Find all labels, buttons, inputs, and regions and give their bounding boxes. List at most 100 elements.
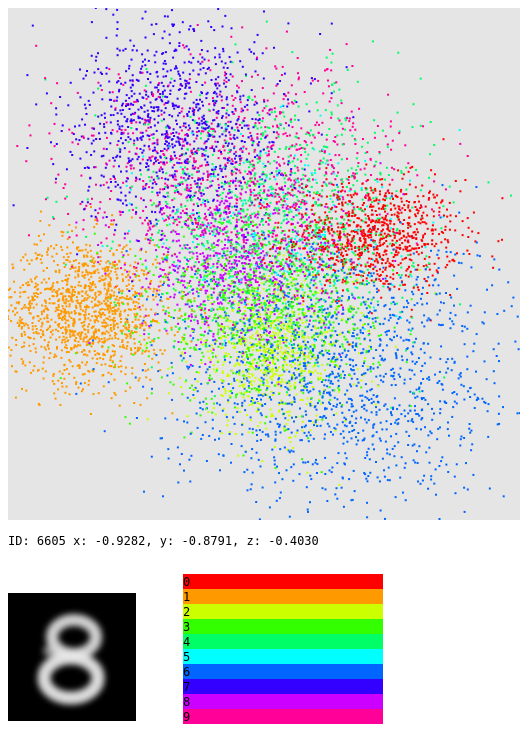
scatter-point-8[interactable] xyxy=(220,323,223,326)
scatter-point-6[interactable] xyxy=(372,426,375,429)
scatter-point-6[interactable] xyxy=(240,381,243,384)
scatter-point-2[interactable] xyxy=(317,376,320,379)
scatter-point-7[interactable] xyxy=(115,34,118,37)
scatter-point-1[interactable] xyxy=(113,345,115,347)
scatter-point-9[interactable] xyxy=(236,84,239,87)
scatter-point-6[interactable] xyxy=(314,421,317,424)
scatter-point-3[interactable] xyxy=(253,269,256,272)
scatter-point-1[interactable] xyxy=(145,376,148,379)
scatter-point-9[interactable] xyxy=(147,223,150,226)
scatter-point-6[interactable] xyxy=(351,369,354,372)
scatter-point-9[interactable] xyxy=(230,158,233,161)
scatter-point-6[interactable] xyxy=(296,429,299,432)
scatter-point-7[interactable] xyxy=(203,121,206,124)
scatter-point-1[interactable] xyxy=(48,302,51,305)
scatter-point-6[interactable] xyxy=(347,397,350,400)
scatter-point-1[interactable] xyxy=(66,347,68,350)
scatter-point-3[interactable] xyxy=(288,320,291,323)
scatter-point-4[interactable] xyxy=(244,199,247,202)
scatter-point-4[interactable] xyxy=(272,240,275,243)
scatter-point-9[interactable] xyxy=(404,144,407,147)
scatter-point-6[interactable] xyxy=(433,412,435,415)
scatter-point-8[interactable] xyxy=(204,363,207,366)
scatter-point-4[interactable] xyxy=(294,135,297,138)
scatter-point-4[interactable] xyxy=(361,145,364,148)
scatter-point-0[interactable] xyxy=(350,248,353,251)
scatter-point-3[interactable] xyxy=(189,299,192,302)
scatter-point-7[interactable] xyxy=(146,159,149,162)
scatter-point-2[interactable] xyxy=(256,317,259,320)
scatter-point-6[interactable] xyxy=(352,369,355,372)
scatter-point-9[interactable] xyxy=(177,182,180,185)
scatter-point-2[interactable] xyxy=(243,391,246,394)
scatter-point-9[interactable] xyxy=(282,204,285,206)
scatter-point-1[interactable] xyxy=(55,252,58,255)
scatter-point-5[interactable] xyxy=(213,166,216,169)
scatter-point-3[interactable] xyxy=(260,301,263,304)
scatter-point-4[interactable] xyxy=(254,244,257,247)
scatter-point-3[interactable] xyxy=(297,274,300,277)
scatter-point-8[interactable] xyxy=(212,308,215,311)
scatter-point-0[interactable] xyxy=(279,246,282,249)
scatter-point-8[interactable] xyxy=(294,181,297,184)
scatter-point-1[interactable] xyxy=(27,296,30,299)
scatter-point-3[interactable] xyxy=(250,313,253,316)
scatter-point-0[interactable] xyxy=(367,193,370,195)
scatter-point-7[interactable] xyxy=(258,118,261,121)
scatter-point-2[interactable] xyxy=(265,327,268,330)
scatter-point-2[interactable] xyxy=(221,317,224,320)
scatter-point-3[interactable] xyxy=(223,289,225,292)
scatter-point-4[interactable] xyxy=(240,245,243,248)
scatter-point-2[interactable] xyxy=(284,357,287,360)
scatter-point-1[interactable] xyxy=(82,340,85,343)
scatter-point-0[interactable] xyxy=(411,247,414,250)
scatter-point-8[interactable] xyxy=(379,162,382,165)
scatter-point-1[interactable] xyxy=(97,320,100,323)
scatter-point-1[interactable] xyxy=(106,338,109,341)
scatter-point-6[interactable] xyxy=(341,295,344,297)
scatter-point-3[interactable] xyxy=(265,389,268,391)
scatter-point-4[interactable] xyxy=(426,266,429,268)
scatter-point-8[interactable] xyxy=(245,303,248,306)
scatter-point-1[interactable] xyxy=(66,280,69,283)
scatter-plot-canvas[interactable] xyxy=(8,8,520,520)
scatter-point-6[interactable] xyxy=(365,283,368,286)
scatter-point-8[interactable] xyxy=(168,206,171,209)
scatter-point-3[interactable] xyxy=(141,349,144,352)
scatter-point-6[interactable] xyxy=(308,419,311,422)
scatter-point-8[interactable] xyxy=(141,286,144,289)
scatter-point-8[interactable] xyxy=(267,189,270,192)
scatter-point-6[interactable] xyxy=(261,430,264,433)
scatter-point-4[interactable] xyxy=(194,261,197,264)
scatter-point-8[interactable] xyxy=(144,259,147,262)
scatter-point-3[interactable] xyxy=(183,337,186,339)
scatter-point-1[interactable] xyxy=(119,359,122,362)
scatter-point-7[interactable] xyxy=(214,102,217,104)
scatter-point-6[interactable] xyxy=(199,407,202,409)
scatter-point-6[interactable] xyxy=(390,195,393,198)
scatter-point-4[interactable] xyxy=(375,160,378,163)
scatter-point-6[interactable] xyxy=(316,463,319,465)
scatter-point-8[interactable] xyxy=(161,229,164,232)
scatter-point-8[interactable] xyxy=(183,244,186,247)
scatter-point-8[interactable] xyxy=(172,264,175,267)
scatter-point-6[interactable] xyxy=(427,434,430,437)
scatter-point-0[interactable] xyxy=(416,195,419,198)
scatter-point-5[interactable] xyxy=(243,251,246,254)
scatter-point-0[interactable] xyxy=(406,222,409,224)
scatter-point-9[interactable] xyxy=(173,191,176,194)
scatter-point-4[interactable] xyxy=(226,287,229,290)
scatter-point-0[interactable] xyxy=(381,237,384,240)
scatter-point-1[interactable] xyxy=(144,322,147,324)
scatter-point-6[interactable] xyxy=(326,385,329,388)
scatter-point-6[interactable] xyxy=(446,358,449,361)
scatter-point-6[interactable] xyxy=(125,250,128,253)
scatter-point-1[interactable] xyxy=(83,314,86,317)
scatter-point-4[interactable] xyxy=(309,129,312,132)
scatter-point-9[interactable] xyxy=(256,133,259,135)
scatter-point-9[interactable] xyxy=(141,222,144,225)
scatter-point-6[interactable] xyxy=(289,313,292,316)
scatter-point-0[interactable] xyxy=(361,231,364,234)
scatter-point-8[interactable] xyxy=(223,218,226,221)
scatter-point-7[interactable] xyxy=(141,17,144,20)
